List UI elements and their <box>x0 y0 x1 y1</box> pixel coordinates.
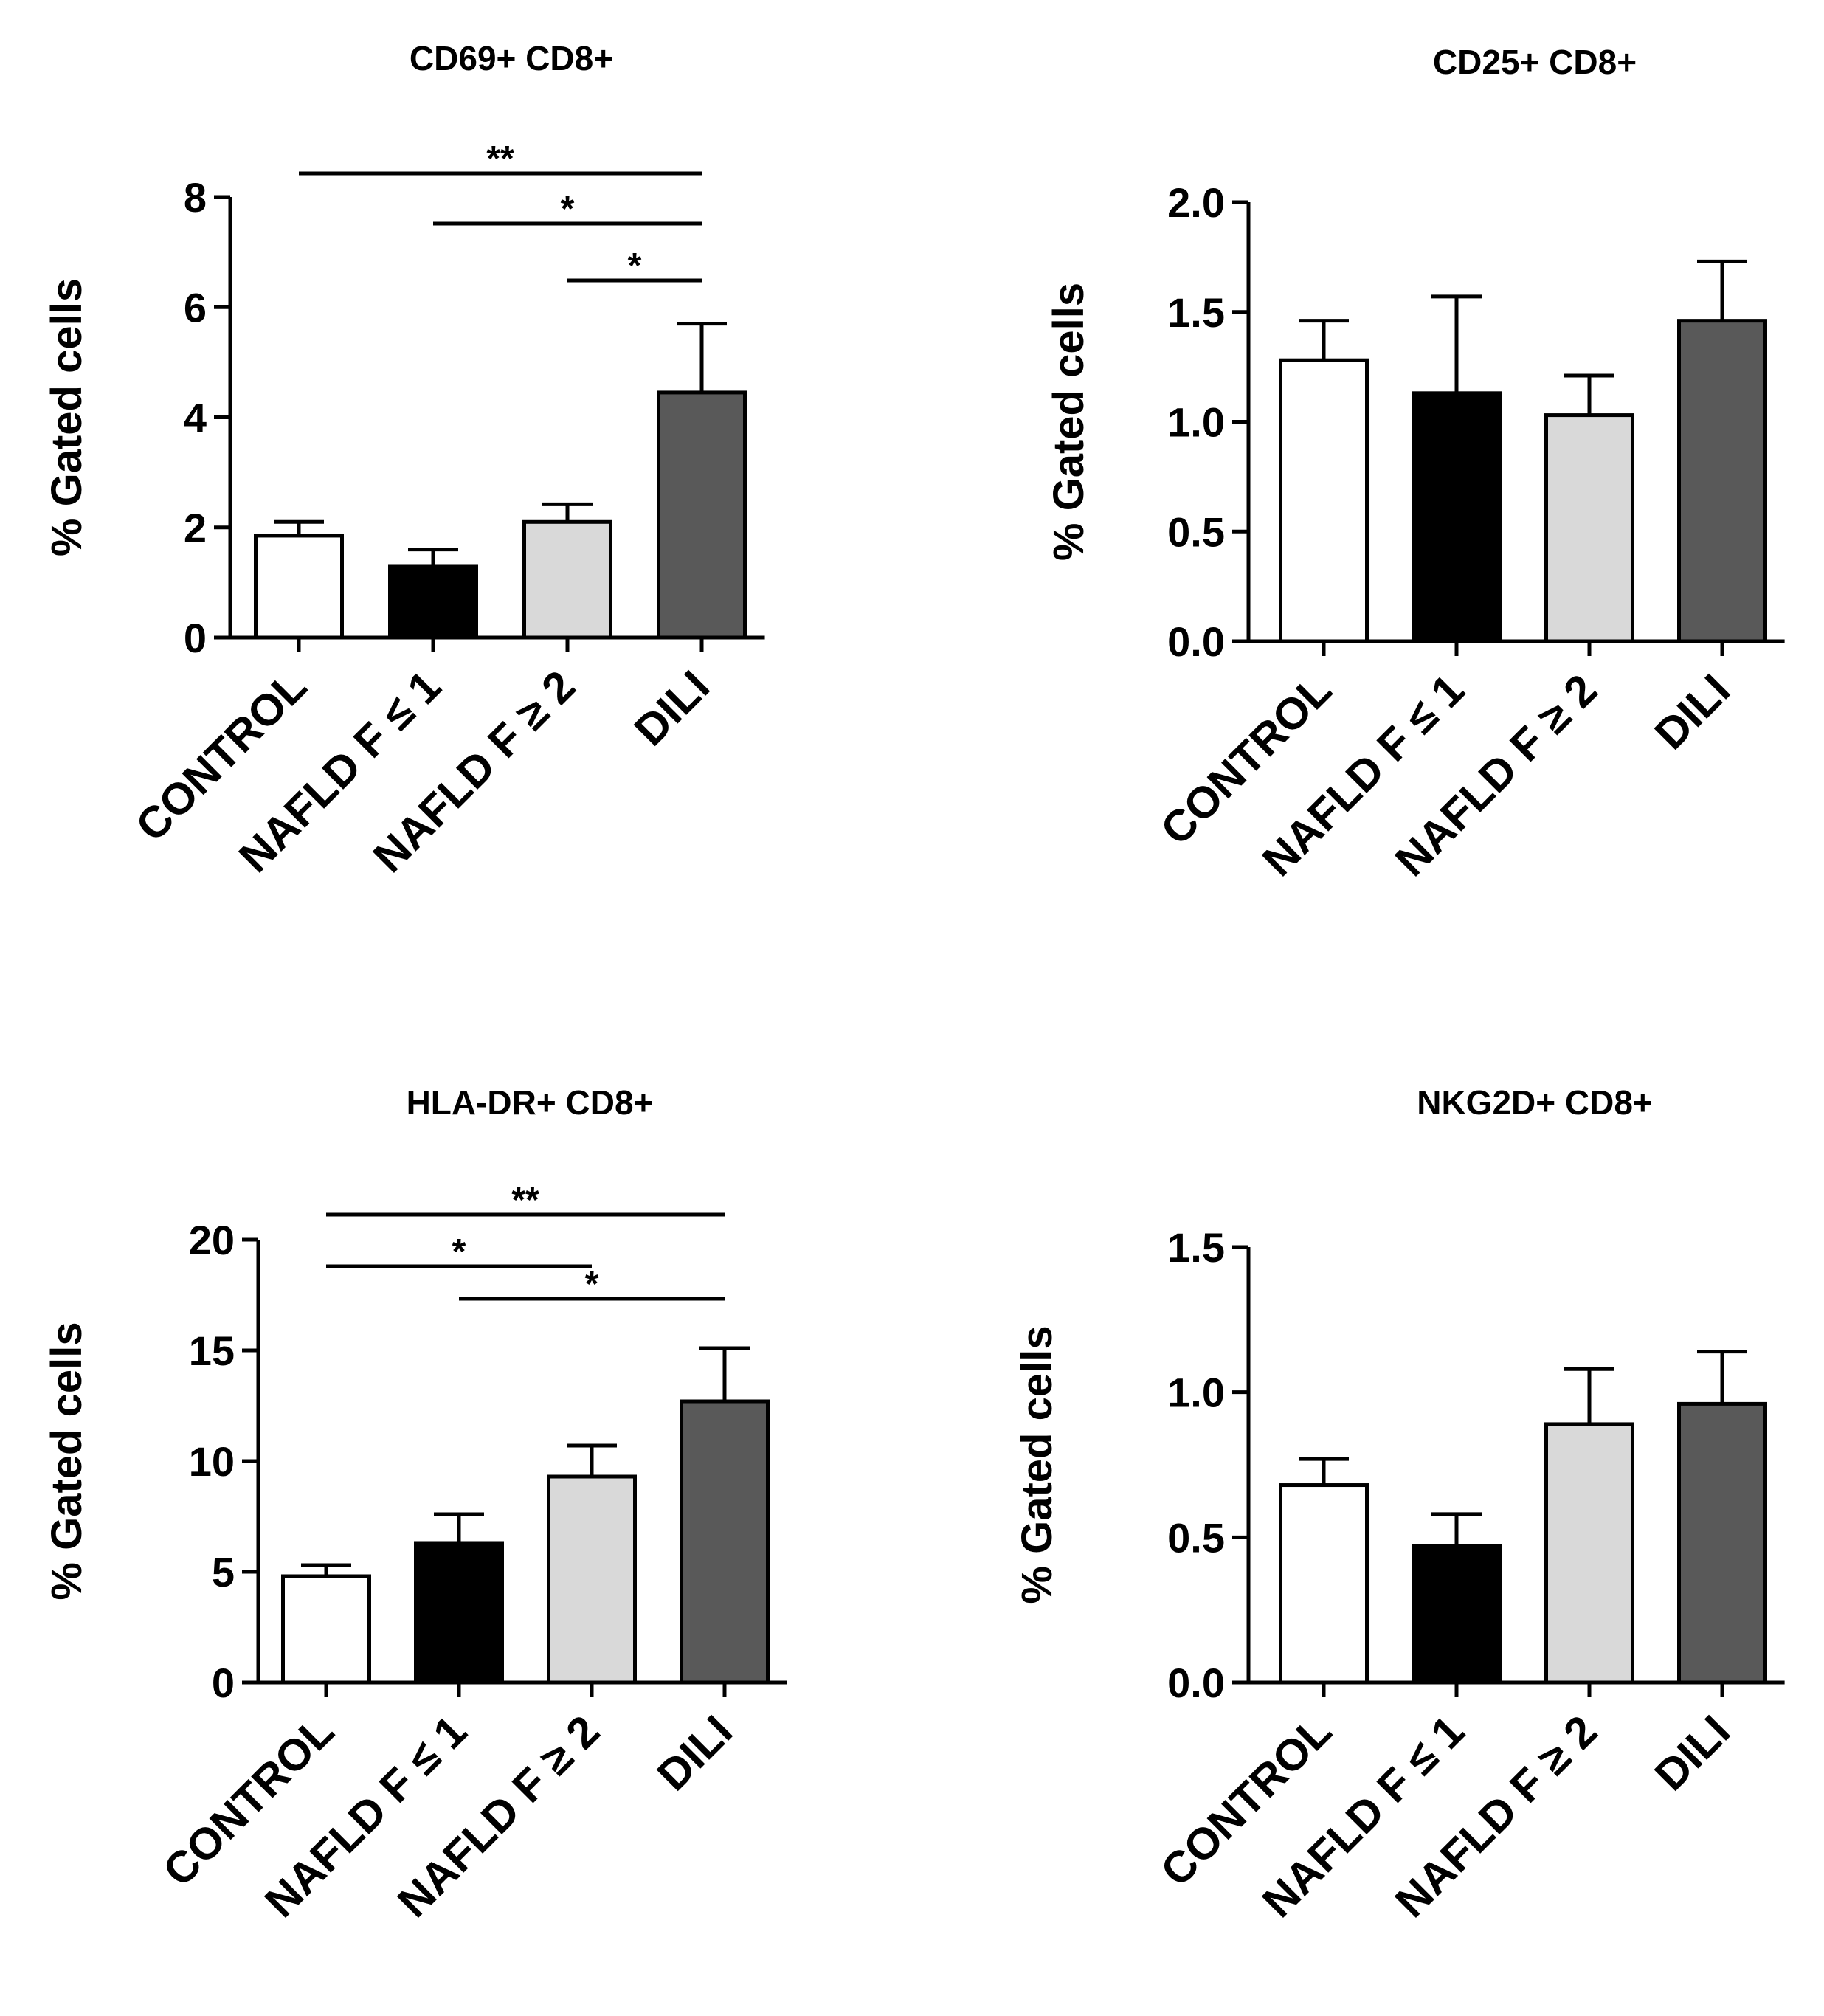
chart-panel-3: HLA-DR+ CD8+% Gated cells05101520CONTROL… <box>43 1083 787 1927</box>
y-tick-label: 15 <box>189 1328 235 1374</box>
significance-label: ** <box>511 1181 539 1220</box>
chart-title: CD25+ CD8+ <box>1433 43 1637 81</box>
y-tick-label: 2.0 <box>1167 179 1225 226</box>
bar <box>1544 1422 1634 1685</box>
y-tick-label: 2 <box>184 505 207 551</box>
bar <box>1279 1483 1369 1685</box>
bar <box>1412 391 1502 643</box>
bar <box>1412 1544 1502 1685</box>
chart-panel-2: CD25+ CD8+% Gated cells0.00.51.01.52.0CO… <box>1045 43 1785 886</box>
y-axis-label: % Gated cells <box>1013 1325 1061 1604</box>
y-tick-label: 0 <box>212 1660 235 1706</box>
y-tick-label: 1.5 <box>1167 1224 1225 1271</box>
y-tick-label: 1.0 <box>1167 399 1225 446</box>
bar <box>522 519 612 640</box>
y-axis-label: % Gated cells <box>1045 283 1093 561</box>
bar <box>414 1541 504 1685</box>
chart-panel-1: CD69+ CD8+% Gated cells02468CONTROLNAFLD… <box>43 39 765 882</box>
chart-title: CD69+ CD8+ <box>410 39 613 77</box>
y-axis-label: % Gated cells <box>43 1322 91 1600</box>
y-tick-label: 1.5 <box>1167 289 1225 336</box>
bar <box>547 1474 637 1685</box>
y-tick-label: 5 <box>212 1549 235 1595</box>
x-tick-label: DILI <box>648 1706 742 1801</box>
y-tick-label: 6 <box>184 284 207 331</box>
chart-title: HLA-DR+ CD8+ <box>407 1083 654 1122</box>
x-tick-label: DILI <box>1645 1706 1740 1801</box>
y-tick-label: 8 <box>184 174 207 221</box>
y-axis-label: % Gated cells <box>43 278 91 556</box>
y-tick-label: 10 <box>189 1438 235 1485</box>
y-tick-label: 20 <box>189 1217 235 1263</box>
bar <box>680 1399 770 1685</box>
significance-label: * <box>452 1232 466 1271</box>
x-tick-label: DILI <box>625 661 719 756</box>
y-tick-label: 1.0 <box>1167 1370 1225 1416</box>
significance-label: ** <box>486 139 514 179</box>
y-tick-label: 0.5 <box>1167 508 1225 555</box>
significance-label: * <box>585 1265 599 1304</box>
bar <box>657 390 747 640</box>
x-tick-label: DILI <box>1645 665 1740 759</box>
y-tick-label: 0.5 <box>1167 1514 1225 1561</box>
y-tick-label: 4 <box>184 395 207 441</box>
chart-panel-4: NKG2D+ CD8+% Gated cells0.00.51.01.5CONT… <box>1013 1083 1785 1927</box>
bar <box>1279 358 1369 643</box>
significance-label: * <box>561 190 575 229</box>
y-tick-label: 0.0 <box>1167 1660 1225 1706</box>
bar <box>281 1574 371 1685</box>
bar <box>1677 1401 1767 1685</box>
significance-label: * <box>628 246 642 286</box>
y-tick-label: 0 <box>184 615 207 661</box>
bar <box>1544 413 1634 643</box>
bar <box>1677 319 1767 643</box>
bar <box>388 564 478 640</box>
chart-title: NKG2D+ CD8+ <box>1417 1083 1653 1122</box>
bar <box>254 534 344 640</box>
y-tick-label: 0.0 <box>1167 618 1225 665</box>
